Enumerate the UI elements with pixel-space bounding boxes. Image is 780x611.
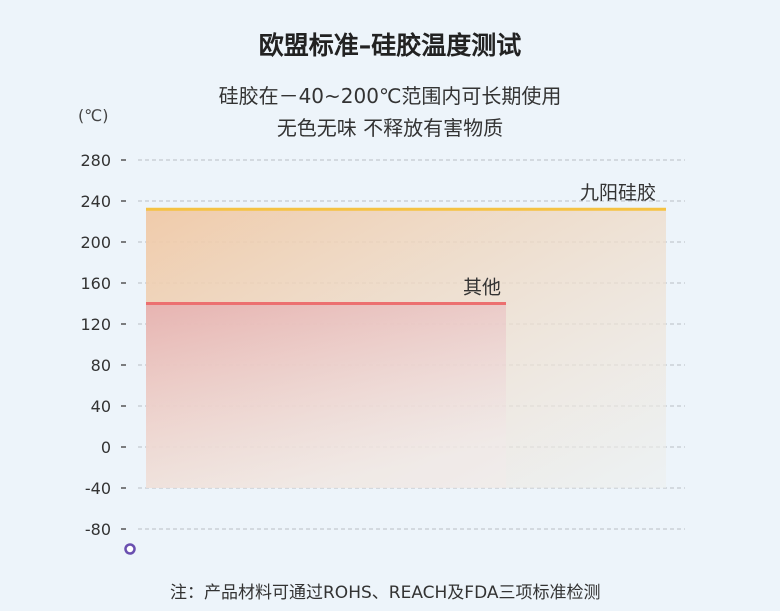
y-tick-label: 160 [80,274,111,293]
y-tick-label: 120 [80,315,111,334]
bar-other [146,303,506,488]
subtitle-line-2: 无色无味 不释放有害物质 [276,116,504,140]
y-tick-label: 80 [91,356,111,375]
thermometer-bulb [124,543,136,555]
y-tick-label: 240 [80,192,111,211]
y-tick-label: -40 [85,479,111,498]
series-label: 九阳硅胶 [580,182,656,204]
y-tick-label: 200 [80,233,111,252]
y-tick-label: 280 [80,151,111,170]
series-label: 其他 [463,277,501,299]
y-axis-unit: (℃) [78,106,109,125]
y-tick-label: 40 [91,397,111,416]
chart-title: 欧盟标准–硅胶温度测试 [258,31,522,60]
subtitle-line-1: 硅胶在－40~200℃范围内可长期使用 [218,84,562,108]
y-tick-label: -80 [85,520,111,539]
y-tick-label: 0 [101,438,111,457]
footnote: 注：产品材料可通过ROHS、REACH及FDA三项标准检测 [170,583,601,603]
